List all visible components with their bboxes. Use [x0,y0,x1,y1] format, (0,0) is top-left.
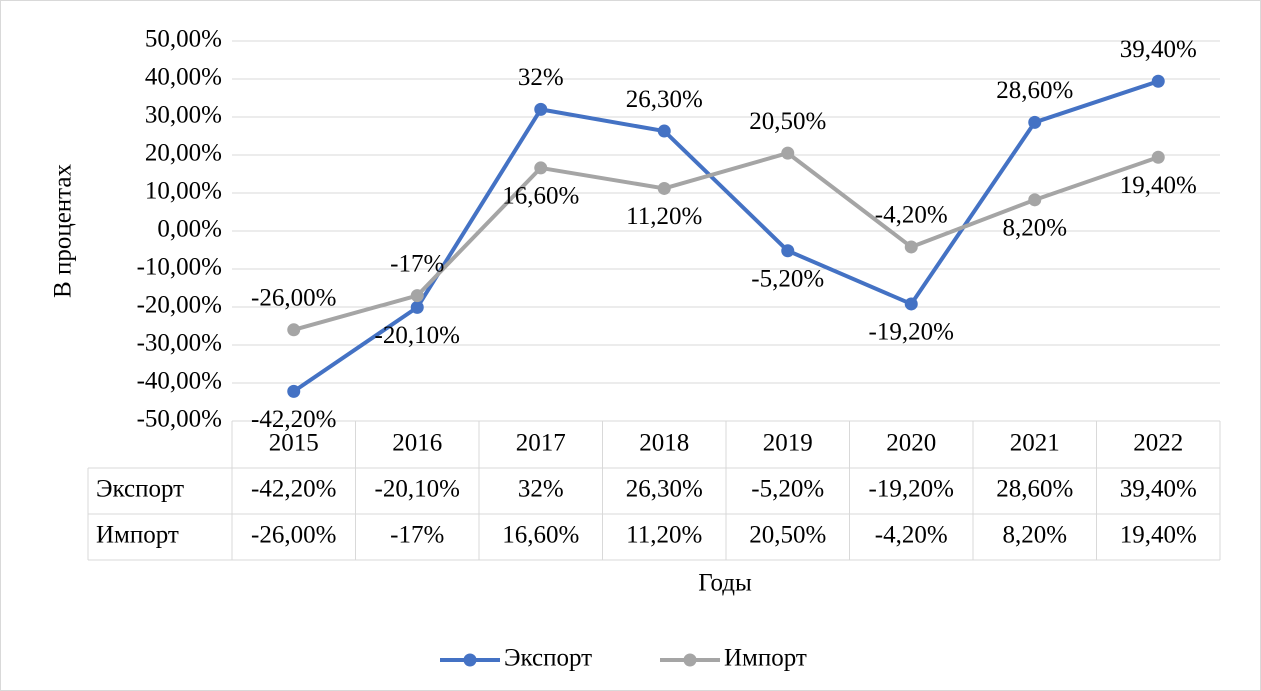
data-label: -17% [390,250,444,277]
x-tick-label: 2016 [392,430,442,457]
table-cell: -26,00% [251,522,336,549]
data-label: -42,20% [251,406,336,433]
data-label: 11,20% [626,203,702,230]
data-point [1028,193,1042,207]
x-tick-label: 2015 [269,430,319,457]
y-tick-label: 30,00% [145,102,222,129]
table-row-label: Импорт [96,522,179,549]
data-point [410,289,424,303]
legend-label: Импорт [724,645,807,672]
y-tick-label: 40,00% [145,64,222,91]
x-tick-label: 2022 [1133,430,1183,457]
data-label: 19,40% [1120,172,1197,199]
table-cell: 32% [518,476,564,503]
y-axis-title: В процентах [50,164,77,298]
x-tick-label: 2021 [1010,430,1060,457]
x-axis-title: Годы [698,570,752,597]
table-cell: 11,20% [626,522,702,549]
table-cell: 8,20% [1002,522,1067,549]
data-label: 8,20% [1002,215,1067,242]
data-point [287,323,301,337]
table-cell: -19,20% [869,476,954,503]
data-point [904,240,918,254]
data-point [1151,74,1165,88]
legend-marker [463,653,477,667]
table-cell: -5,20% [751,476,824,503]
y-tick-label: 10,00% [145,178,222,205]
y-tick-label: -40,00% [137,368,222,395]
table-cell: -20,10% [375,476,460,503]
data-label: 16,60% [502,183,579,210]
data-label: -5,20% [751,265,824,292]
table-cell: -42,20% [251,476,336,503]
y-tick-label: 20,00% [145,140,222,167]
data-label: 39,40% [1120,36,1197,63]
series-line [293,151,1159,332]
data-label: 28,60% [996,77,1073,104]
legend-marker [683,653,697,667]
data-label: -20,10% [375,322,460,349]
x-tick-label: 2020 [886,430,936,457]
table-cell: 28,60% [996,476,1073,503]
data-point [534,161,548,175]
table-cell: -17% [390,522,444,549]
data-label: 26,30% [626,86,703,113]
y-tick-label: 50,00% [145,26,222,53]
table-row-label: Экспорт [96,476,184,503]
data-point [287,384,301,398]
data-point [534,102,548,116]
table-cell: 16,60% [502,522,579,549]
data-label: -19,20% [869,319,954,346]
data-label: 20,50% [749,108,826,135]
legend-label: Экспорт [504,645,592,672]
data-point [410,300,424,314]
data-point [1028,115,1042,129]
data-point [904,297,918,311]
y-tick-label: -10,00% [137,254,222,281]
y-tick-label: 0,00% [157,216,222,243]
table-cell: 26,30% [626,476,703,503]
data-point [781,146,795,160]
x-tick-label: 2017 [516,430,566,457]
y-tick-label: -20,00% [137,292,222,319]
data-label: -26,00% [251,285,336,312]
x-tick-label: 2018 [639,430,689,457]
data-point [1151,150,1165,164]
data-label: -4,20% [875,202,948,229]
data-point [657,124,671,138]
x-tick-label: 2019 [763,430,813,457]
table-cell: -4,20% [875,522,948,549]
y-tick-label: -30,00% [137,330,222,357]
y-tick-label: -50,00% [137,406,222,433]
table-cell: 20,50% [749,522,826,549]
data-label: 32% [518,64,564,91]
data-point [781,244,795,258]
table-cell: 19,40% [1120,522,1197,549]
data-point [657,181,671,195]
table-cell: 39,40% [1120,476,1197,503]
